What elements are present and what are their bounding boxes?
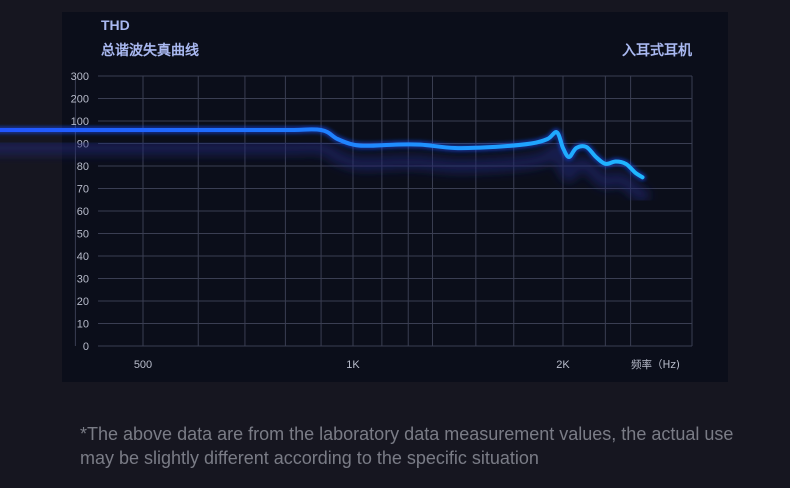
x-axis: 2005001K2K频率（Hz) [134, 358, 680, 371]
y-tick-label: 70 [77, 184, 89, 196]
series-curve [0, 125, 650, 203]
chart-panel [62, 12, 728, 382]
x-tick-label: 1K [346, 359, 360, 371]
y-tick-label: 30 [77, 274, 89, 286]
y-tick-label: 10 [77, 319, 89, 331]
y-tick-label: 200 [71, 94, 89, 106]
curve-line [0, 127, 645, 180]
grid-lines [74, 75, 693, 347]
y-tick-label: 60 [77, 206, 89, 218]
y-tick-label: 50 [77, 229, 89, 241]
footnote: *The above data are from the laboratory … [80, 424, 734, 468]
y-tick-label: 100 [71, 116, 89, 128]
chart-right-label: 入耳式耳机 [622, 43, 692, 59]
y-tick-label: 300 [71, 71, 89, 83]
y-tick-label: 40 [77, 251, 89, 263]
x-tick-label: 500 [134, 359, 152, 371]
chart-title: THD [101, 17, 130, 33]
x-axis-label: 频率（Hz) [631, 358, 680, 371]
curve-shadow [0, 140, 650, 203]
y-tick-label: 20 [77, 296, 89, 308]
y-tick-label: 0 [83, 341, 89, 353]
chart-subtitle: 总谐波失真曲线 [101, 43, 199, 59]
x-tick-label: 2K [556, 359, 570, 371]
y-tick-label: 80 [77, 161, 89, 173]
